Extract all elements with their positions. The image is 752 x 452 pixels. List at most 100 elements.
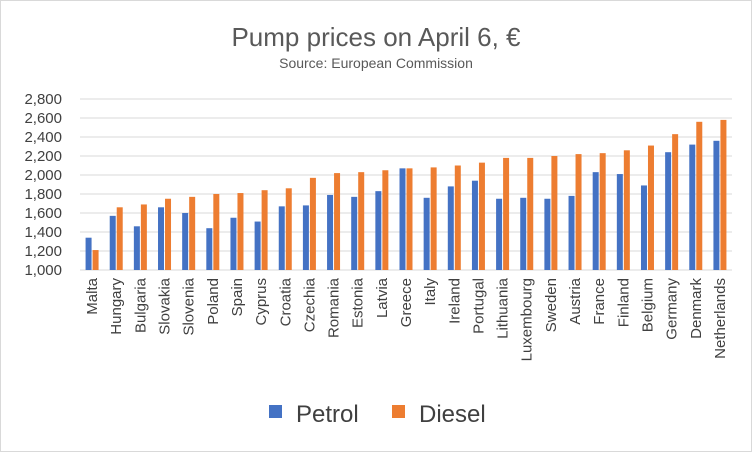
y-tick-label: 2,200 [24,148,62,165]
x-tick-label: Greece [398,278,415,327]
y-tick-label: 1,600 [24,205,62,222]
legend: Petrol Diesel [269,401,486,428]
legend-swatch-petrol [269,405,282,418]
bar-petrol-ireland [447,186,454,270]
x-tick-label: Poland [205,278,222,325]
x-tick-label: Denmark [688,278,705,339]
bar-diesel-finland [623,150,630,270]
bar-petrol-poland [206,228,213,270]
bar-diesel-netherlands [720,119,727,271]
x-tick-label: Bulgaria [132,277,149,333]
bar-petrol-slovakia [158,207,165,270]
y-tick-label: 2,000 [24,167,62,184]
x-tick-label: Hungary [108,278,125,335]
x-tick-label: Netherlands [712,278,729,359]
bar-petrol-estonia [351,196,358,270]
x-tick-label: Malta [84,277,101,314]
x-tick-label: Ireland [446,278,463,324]
legend-label-diesel: Diesel [419,401,486,428]
bar-petrol-romania [327,194,334,270]
x-tick-label: France [591,278,608,325]
bar-petrol-netherlands [713,140,720,270]
x-tick-label: Cyprus [253,278,270,326]
bar-petrol-malta [85,237,92,270]
x-tick-label: Czechia [301,277,318,332]
bar-diesel-belgium [647,145,654,270]
x-tick-label: Estonia [350,277,367,328]
y-tick-label: 1,200 [24,243,62,260]
bar-petrol-finland [616,174,623,270]
x-tick-label: Germany [664,278,681,340]
bar-petrol-croatia [278,206,285,270]
x-axis-labels: Malta Hungary Bulgaria Slovakia Slovenia Pola… [84,277,729,361]
legend-swatch-diesel [392,405,405,418]
bar-diesel-bulgaria [140,204,147,270]
bar-diesel-lithuania [503,157,510,270]
bars [85,119,727,271]
bar-diesel-czechia [309,177,316,270]
y-tick-label: 1,800 [24,186,62,203]
bar-petrol-bulgaria [133,226,140,270]
x-tick-label: Sweden [543,278,560,332]
bar-petrol-austria [568,195,575,270]
x-tick-label: Italy [422,278,439,306]
y-tick-label: 2,400 [24,129,62,146]
x-tick-label: Belgium [639,278,656,332]
bar-diesel-romania [334,173,341,270]
legend-label-petrol: Petrol [296,401,359,428]
bar-diesel-latvia [382,170,389,270]
y-axis-ticks: 1,000 1,200 1,400 1,600 1,800 2,000 2,200 2,400… [24,91,62,279]
bar-petrol-slovenia [182,213,189,270]
x-tick-label: Romania [326,277,343,338]
bar-diesel-italy [430,167,437,270]
bar-diesel-greece [406,168,413,270]
bar-diesel-austria [575,154,582,270]
bar-petrol-latvia [375,191,382,270]
x-tick-label: Portugal [470,278,487,334]
bar-diesel-slovakia [165,198,172,270]
bar-petrol-belgium [640,185,647,270]
bar-petrol-czechia [302,205,309,270]
bar-diesel-hungary [116,207,123,270]
y-tick-label: 2,600 [24,110,62,127]
bar-diesel-sweden [551,156,558,270]
bar-diesel-poland [213,194,220,270]
x-tick-label: Austria [567,277,584,324]
bar-diesel-cyprus [261,190,268,270]
bar-petrol-sweden [544,198,551,270]
x-tick-label: Slovenia [181,277,198,335]
bar-petrol-portugal [471,180,478,270]
bar-diesel-ireland [454,165,461,270]
bar-diesel-portugal [478,162,485,270]
x-tick-label: Spain [229,278,246,316]
chart-subtitle: Source: European Commission [279,55,473,71]
bar-petrol-spain [230,217,237,270]
chart-title: Pump prices on April 6, € [231,22,521,52]
bar-diesel-luxembourg [527,157,534,270]
bar-diesel-malta [92,250,99,270]
bar-petrol-germany [665,152,672,270]
bar-diesel-germany [672,134,679,270]
bar-petrol-lithuania [496,198,503,270]
bar-petrol-luxembourg [520,197,527,270]
bar-diesel-croatia [285,188,292,270]
y-tick-label: 1,400 [24,224,62,241]
bar-petrol-italy [423,197,430,270]
gridlines [80,98,732,271]
x-tick-label: Slovakia [157,277,174,334]
bar-diesel-denmark [696,121,703,270]
y-tick-label: 2,800 [24,91,62,108]
bar-diesel-spain [237,193,244,270]
bar-diesel-slovenia [189,196,196,270]
bar-petrol-hungary [109,215,116,270]
bar-petrol-denmark [689,144,696,270]
y-tick-label: 1,000 [24,262,62,279]
x-tick-label: Lithuania [495,277,512,339]
bar-petrol-france [592,172,599,270]
x-tick-label: Croatia [277,277,294,326]
bar-diesel-france [599,153,606,270]
bar-petrol-greece [399,168,406,270]
bar-diesel-estonia [358,172,365,270]
x-tick-label: Latvia [374,277,391,318]
